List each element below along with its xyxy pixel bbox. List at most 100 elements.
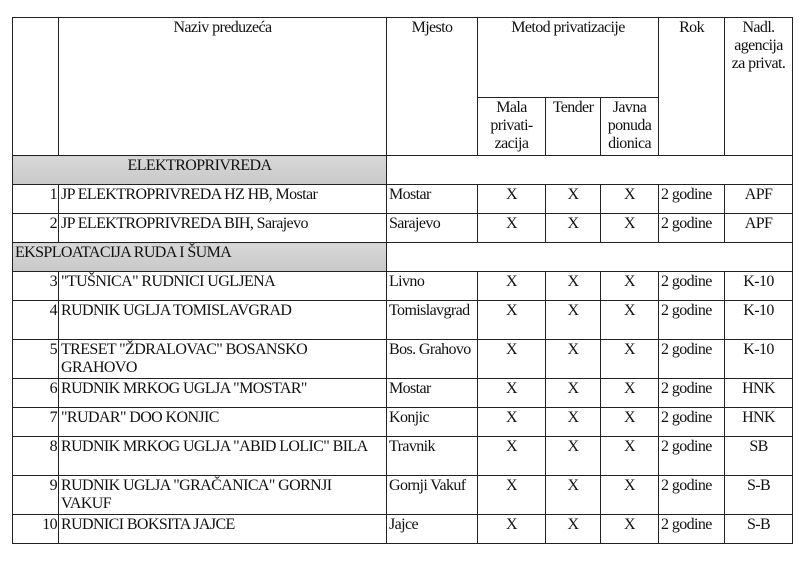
mala-mark: X — [477, 378, 546, 408]
deadline: 2 godine — [658, 184, 726, 214]
tender-mark: X — [545, 514, 601, 544]
place: Konjic — [386, 407, 478, 437]
header-name: Naziv preduzeća — [58, 17, 387, 156]
row-number: 8 — [12, 436, 59, 476]
deadline: 2 godine — [658, 514, 726, 544]
row-number: 6 — [12, 378, 59, 408]
table-row: 6 RUDNIK MRKOG UGLJA "MOSTAR" Mostar X X… — [12, 378, 794, 408]
company-name: RUDNIK UGLJA "GRAČANICA" GORNJI VAKUF — [58, 475, 387, 515]
deadline: 2 godine — [658, 378, 726, 408]
agency: HNK — [724, 378, 794, 408]
section-empty — [385, 242, 794, 272]
deadline: 2 godine — [658, 407, 726, 437]
javna-mark: X — [599, 436, 660, 476]
row-number: 3 — [12, 271, 59, 301]
row-number: 2 — [12, 213, 59, 243]
tender-mark: X — [545, 339, 601, 379]
table-row: 10 RUDNICI BOKSITA JAJCE Jajce X X X 2 g… — [12, 514, 794, 544]
deadline: 2 godine — [658, 475, 726, 515]
tender-mark: X — [545, 184, 601, 214]
tender-mark: X — [545, 407, 601, 437]
place: Tomislavgrad — [386, 300, 478, 340]
agency: K-10 — [724, 271, 794, 301]
place: Jajce — [386, 514, 478, 544]
table-row: 5 TRESET "ŽDRALOVAC" BOSANSKO GRAHOVO Bo… — [12, 339, 794, 379]
deadline: 2 godine — [658, 339, 726, 379]
agency: S-B — [724, 514, 794, 544]
deadline: 2 godine — [658, 436, 726, 476]
row-number: 5 — [12, 339, 59, 379]
mala-mark: X — [477, 184, 546, 214]
table-row: 4 RUDNIK UGLJA TOMISLAVGRAD Tomislavgrad… — [12, 300, 794, 340]
javna-mark: X — [599, 378, 660, 408]
mala-mark: X — [477, 271, 546, 301]
company-name: TRESET "ŽDRALOVAC" BOSANSKO GRAHOVO — [58, 339, 387, 379]
company-name: RUDNIK UGLJA TOMISLAVGRAD — [58, 300, 387, 340]
table-row: 8 RUDNIK MRKOG UGLJA "ABID LOLIC" BILA T… — [12, 436, 794, 476]
table-row: 3 "TUŠNICA" RUDNICI UGLJENA Livno X X X … — [12, 271, 794, 301]
tender-mark: X — [545, 475, 601, 515]
tender-mark: X — [545, 271, 601, 301]
table-row: 1 JP ELEKTROPRIVREDA HZ HB, Mostar Mosta… — [12, 184, 794, 214]
place: Livno — [386, 271, 478, 301]
javna-mark: X — [599, 475, 660, 515]
mala-mark: X — [477, 436, 546, 476]
agency: K-10 — [724, 300, 794, 340]
mala-mark: X — [477, 475, 546, 515]
place: Mostar — [386, 378, 478, 408]
header-tender: Tender — [545, 97, 601, 156]
place: Bos. Grahovo — [386, 339, 478, 379]
section-row: ELEKTROPRIVREDA — [12, 155, 794, 185]
row-number: 9 — [12, 475, 59, 515]
section-title: EKSPLOATACIJA RUDA I ŠUMA — [12, 242, 387, 272]
header-deadline: Rok — [658, 17, 726, 156]
company-name: RUDNICI BOKSITA JAJCE — [58, 514, 387, 544]
agency: SB — [724, 436, 794, 476]
javna-mark: X — [599, 213, 660, 243]
header-mala: Mala privati- zacija — [477, 97, 546, 156]
header-javna: Javna ponuda dionica — [599, 97, 660, 156]
place: Gornji Vakuf — [386, 475, 478, 515]
place: Sarajevo — [386, 213, 478, 243]
tender-mark: X — [545, 213, 601, 243]
javna-mark: X — [599, 300, 660, 340]
company-name: RUDNIK MRKOG UGLJA "ABID LOLIC" BILA — [58, 436, 387, 476]
company-name: RUDNIK MRKOG UGLJA "MOSTAR" — [58, 378, 387, 408]
header-agency: Nadl. agencija za privat. — [724, 17, 794, 156]
mala-mark: X — [477, 213, 546, 243]
place: Travnik — [386, 436, 478, 476]
javna-mark: X — [599, 184, 660, 214]
agency: S-B — [724, 475, 794, 515]
header-num — [12, 17, 59, 156]
row-number: 4 — [12, 300, 59, 340]
agency: HNK — [724, 407, 794, 437]
javna-mark: X — [599, 271, 660, 301]
deadline: 2 godine — [658, 300, 726, 340]
company-name: JP ELEKTROPRIVREDA HZ HB, Mostar — [58, 184, 387, 214]
row-number: 10 — [12, 514, 59, 544]
agency: K-10 — [724, 339, 794, 379]
mala-mark: X — [477, 407, 546, 437]
privatization-table: Naziv preduzeća Mjesto Metod privatizaci… — [12, 17, 794, 544]
tender-mark: X — [545, 436, 601, 476]
tender-mark: X — [545, 378, 601, 408]
place: Mostar — [386, 184, 478, 214]
row-number: 1 — [12, 184, 59, 214]
header-place: Mjesto — [386, 17, 478, 156]
table-row: 2 JP ELEKTROPRIVREDA BIH, Sarajevo Saraj… — [12, 213, 794, 243]
mala-mark: X — [477, 514, 546, 544]
agency: APF — [724, 184, 794, 214]
javna-mark: X — [599, 514, 660, 544]
javna-mark: X — [599, 339, 660, 379]
mala-mark: X — [477, 339, 546, 379]
section-title: ELEKTROPRIVREDA — [12, 155, 387, 185]
row-number: 7 — [12, 407, 59, 437]
deadline: 2 godine — [658, 213, 726, 243]
mala-mark: X — [477, 300, 546, 340]
company-name: JP ELEKTROPRIVREDA BIH, Sarajevo — [58, 213, 387, 243]
table-row: 9 RUDNIK UGLJA "GRAČANICA" GORNJI VAKUF … — [12, 475, 794, 515]
header-method: Metod privatizacije — [476, 17, 660, 98]
agency: APF — [724, 213, 794, 243]
table-row: 7 "RUDAR" DOO KONJIC Konjic X X X 2 godi… — [12, 407, 794, 437]
company-name: "TUŠNICA" RUDNICI UGLJENA — [58, 271, 387, 301]
